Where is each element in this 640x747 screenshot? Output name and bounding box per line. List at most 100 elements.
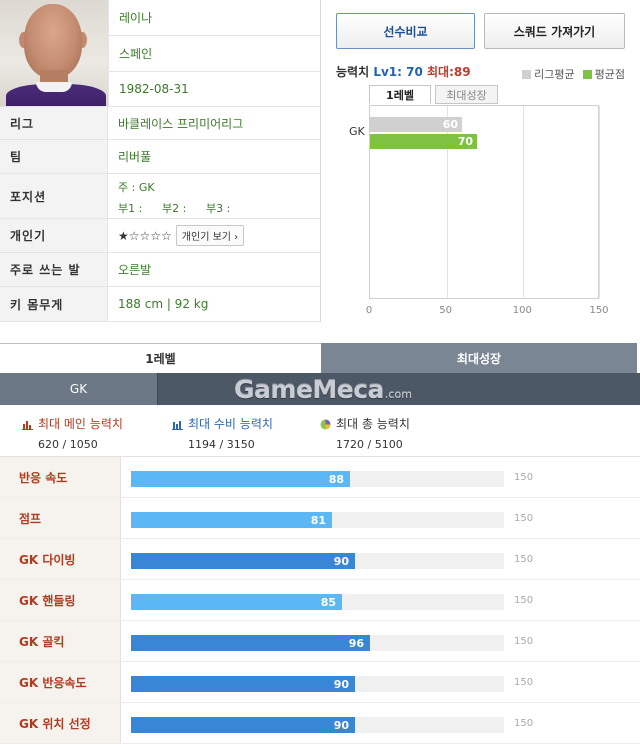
stat-bar-track: 88	[131, 471, 504, 487]
stat-bar-track: 81	[131, 512, 504, 528]
compare-player-button[interactable]: 선수비교	[336, 13, 475, 49]
team-value: 리버풀	[118, 150, 152, 164]
stat-max-value: 150	[514, 595, 534, 606]
stat-bar-fill: 88	[131, 471, 350, 487]
stat-max-value: 150	[514, 472, 534, 483]
stat-max-value: 150	[514, 677, 534, 688]
main-tabs: 1레벨 최대성장	[0, 343, 640, 373]
stat-label: GK 골킥	[0, 621, 121, 661]
ability-title-prefix: 능력치	[336, 65, 370, 79]
league-row: 리그 바클레이스 프리미어리그	[0, 107, 320, 140]
stat-row: 반응 속도 88 150	[0, 457, 640, 498]
stat-bar-fill: 90	[131, 553, 355, 569]
position-sub-3: 부3 :	[206, 202, 231, 215]
chart-legend: 리그평균 평균점	[522, 66, 625, 82]
total-overall: 최대 총 능력치 1720 / 5100	[320, 415, 410, 451]
bar-chart-icon	[22, 419, 33, 430]
stat-label: 반응 속도	[0, 457, 121, 497]
stat-label: GK 위치 선정	[0, 703, 121, 743]
chart-x-tick-label: 0	[365, 305, 373, 316]
chart-gridline	[447, 106, 448, 298]
body-row: 키 몸무게 188 cm | 92 kg	[0, 287, 320, 322]
league-label: 리그	[0, 107, 108, 139]
total-overall-value: 1720 / 5100	[336, 438, 403, 451]
total-defense: 최대 수비 능력치 1194 / 3150	[172, 415, 273, 451]
league-value: 바클레이스 프리미어리그	[118, 116, 244, 131]
position-sub-1: 부1 :	[118, 202, 143, 215]
skill-view-button[interactable]: 개인기 보기 ›	[175, 225, 245, 246]
player-profile: 레이나 스페인 1982-08-31 리그 바클레이스 프리미어리그 팀 리버풀…	[0, 0, 320, 322]
total-main: 최대 메인 능력치 620 / 1050	[22, 415, 123, 451]
total-main-value: 620 / 1050	[38, 438, 98, 451]
stat-max-value: 150	[514, 636, 534, 647]
stat-bar-fill: 85	[131, 594, 342, 610]
foot-label: 주로 쓰는 발	[0, 253, 108, 286]
chart-bar-league-avg: 60	[370, 117, 462, 132]
total-defense-label: 최대 수비 능력치	[188, 417, 273, 431]
total-main-label: 최대 메인 능력치	[38, 417, 123, 431]
tab-max-growth[interactable]: 최대성장	[435, 85, 498, 104]
tab-max-growth-main[interactable]: 최대성장	[321, 343, 637, 373]
stat-label: 점프	[0, 498, 121, 538]
stat-bar-fill: 90	[131, 676, 355, 692]
legend-item-avg: 평균점	[582, 66, 625, 82]
chart-category-label: GK	[349, 125, 365, 138]
stat-label: GK 핸들링	[0, 580, 121, 620]
chart-gridline	[523, 106, 524, 298]
chart-x-tick-label: 50	[439, 305, 453, 316]
player-name: 레이나	[119, 11, 153, 25]
skill-value: ★☆☆☆☆ 개인기 보기 ›	[118, 219, 245, 252]
skill-row: 개인기 ★☆☆☆☆ 개인기 보기 ›	[0, 219, 320, 253]
ability-compare-panel: 선수비교 스쿼드 가져가기 능력치 Lv1: 70 최대:89 리그평균 평균점…	[320, 0, 640, 322]
stat-max-value: 150	[514, 513, 534, 524]
chart-gridline	[599, 106, 600, 298]
body-label: 키 몸무게	[0, 287, 108, 321]
stat-bar-track: 85	[131, 594, 504, 610]
total-defense-value: 1194 / 3150	[188, 438, 255, 451]
player-nation-row: 스페인	[108, 36, 320, 72]
stat-row: GK 반응속도 90 150	[0, 662, 640, 703]
total-overall-label: 최대 총 능력치	[336, 417, 410, 431]
ability-title: 능력치 Lv1: 70 최대:89	[336, 63, 471, 80]
player-photo	[0, 0, 108, 107]
stat-bar-track: 90	[131, 717, 504, 733]
legend-item-league-avg: 리그평균	[522, 66, 575, 82]
bar-chart-icon	[172, 419, 183, 430]
team-row: 팀 리버풀	[0, 140, 320, 174]
foot-row: 주로 쓰는 발 오른발	[0, 253, 320, 287]
player-nation: 스페인	[119, 47, 153, 61]
player-name-row: 레이나	[108, 0, 320, 36]
squad-import-button[interactable]: 스쿼드 가져가기	[484, 13, 625, 49]
stat-bar-fill: 96	[131, 635, 370, 651]
position-row: 포지션 주 : GK 부1 : 부2 : 부3 :	[0, 174, 320, 219]
tab-level-1-main[interactable]: 1레벨	[0, 343, 321, 373]
gamemeca-logo: GameMeca .com	[234, 375, 412, 404]
skill-star-rating: ★☆☆☆☆	[118, 228, 172, 243]
position-sub-2: 부2 :	[162, 202, 187, 215]
legend-swatch-icon	[522, 70, 532, 79]
ability-max: 최대:89	[427, 65, 471, 79]
stat-label: GK 반응속도	[0, 662, 121, 702]
ability-bar-chart: 60 70	[369, 105, 600, 299]
chart-x-tick-label: 100	[512, 305, 532, 316]
pie-chart-icon	[320, 419, 331, 429]
stat-row: GK 위치 선정 90 150	[0, 703, 640, 744]
stat-row: 점프 81 150	[0, 498, 640, 539]
chart-x-tick-label: 150	[589, 305, 609, 316]
stat-list: 반응 속도 88 150 점프 81 150 GK 다이빙 90 150 GK 핸들링 85 150 G…	[0, 457, 640, 747]
position-bar: GK GameMeca .com	[0, 373, 640, 405]
position-tab-gk[interactable]: GK	[0, 373, 158, 405]
stat-max-value: 150	[514, 718, 534, 729]
ability-level: Lv1: 70	[373, 65, 423, 79]
position-main: 주 : GK	[118, 181, 155, 194]
stat-bar-track: 96	[131, 635, 504, 651]
tab-level-1[interactable]: 1레벨	[369, 85, 431, 104]
position-label: 포지션	[0, 174, 108, 218]
stat-max-value: 150	[514, 554, 534, 565]
ability-totals: 최대 메인 능력치 620 / 1050 최대 수비 능력치 1194 / 31…	[0, 405, 640, 457]
stat-bar-fill: 90	[131, 717, 355, 733]
player-birth-row: 1982-08-31	[108, 72, 320, 107]
stat-row: GK 골킥 96 150	[0, 621, 640, 662]
foot-value: 오른발	[118, 263, 152, 277]
skill-label: 개인기	[0, 219, 108, 252]
